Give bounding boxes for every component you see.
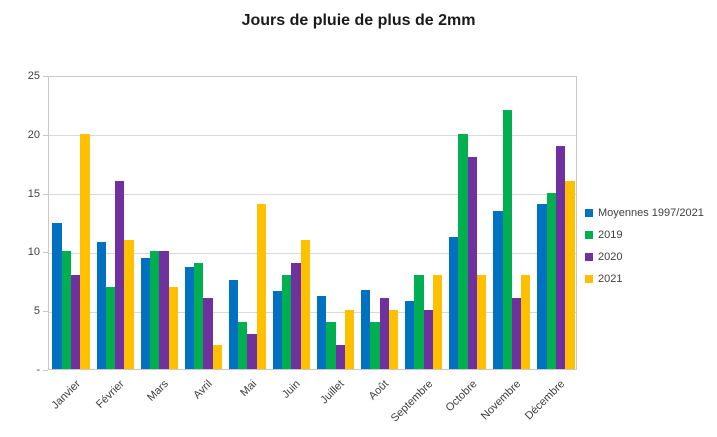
- bar: [326, 321, 336, 369]
- bar: [458, 133, 468, 369]
- y-axis-label: 20: [27, 128, 40, 141]
- bar: [105, 286, 116, 369]
- bar: [493, 211, 503, 369]
- legend-label: 2019: [598, 229, 623, 241]
- bar: [272, 291, 283, 369]
- y-axis-label: 15: [27, 187, 40, 200]
- x-axis-label: Août: [366, 378, 392, 403]
- bar: [247, 333, 257, 369]
- bar: [168, 286, 178, 369]
- legend-label: 2020: [598, 251, 623, 263]
- bar: [361, 290, 371, 369]
- gridline: [49, 311, 576, 313]
- bar: [423, 310, 433, 369]
- bar: [149, 251, 160, 369]
- y-axis-tick-mark: [43, 252, 48, 254]
- bar: [52, 223, 62, 369]
- y-axis-label: 5: [33, 305, 40, 318]
- gridline: [49, 252, 576, 254]
- bar: [228, 279, 239, 369]
- bar: [140, 258, 150, 369]
- bar: [477, 274, 487, 369]
- legend-swatch-icon: [585, 275, 593, 283]
- gridline: [49, 135, 576, 137]
- bar: [370, 321, 380, 369]
- bar: [565, 180, 575, 369]
- legend-item: 2020: [585, 251, 704, 263]
- bar: [511, 298, 522, 369]
- x-axis-label: Mai: [237, 378, 259, 400]
- legend: Moyennes 1997/2021 2019 2020 2021: [585, 207, 704, 295]
- y-axis-tick-mark: [43, 134, 48, 136]
- x-axis-label: Novembre: [478, 378, 524, 423]
- chart-title: Jours de pluie de plus de 2mm: [241, 12, 476, 29]
- legend-item: 2021: [585, 273, 704, 285]
- y-axis-tick-mark: [43, 193, 48, 195]
- legend-item: 2019: [585, 229, 704, 241]
- y-axis-label: -: [36, 364, 40, 376]
- bar: [555, 145, 566, 369]
- y-axis-label: 25: [27, 70, 40, 82]
- y-axis-tick-mark: [43, 311, 48, 313]
- x-axis-label: Décembre: [523, 378, 568, 423]
- bar: [502, 110, 512, 369]
- bar: [291, 263, 301, 369]
- bar: [344, 310, 355, 369]
- bar: [449, 237, 459, 369]
- bar: [388, 310, 399, 369]
- legend-swatch-icon: [585, 231, 593, 239]
- bar: [316, 296, 327, 369]
- bar: [193, 263, 204, 369]
- bar: [521, 274, 531, 369]
- bar: [80, 133, 90, 369]
- bar: [335, 345, 345, 369]
- plot-area: [48, 76, 577, 370]
- bar: [467, 157, 478, 369]
- bar: [124, 239, 134, 369]
- bar: [184, 266, 194, 369]
- bar: [203, 298, 213, 369]
- legend-label: Moyennes 1997/2021: [598, 207, 704, 219]
- bar: [546, 192, 556, 369]
- bar: [212, 345, 222, 369]
- x-axis-label: Septembre: [388, 378, 436, 425]
- x-axis-label: Janvier: [48, 378, 83, 412]
- x-axis-label: Avril: [191, 378, 215, 402]
- bar: [96, 242, 106, 369]
- x-axis-label: Juin: [280, 378, 303, 401]
- x-axis-label: Juillet: [318, 378, 348, 407]
- legend-label: 2021: [598, 273, 623, 285]
- bar: [61, 251, 72, 369]
- bar: [379, 298, 389, 369]
- y-axis-tick-mark: [43, 76, 48, 77]
- y-axis-tick-mark: [43, 370, 48, 371]
- bar: [282, 274, 292, 369]
- x-axis-label: Octobre: [443, 378, 480, 415]
- bar: [433, 274, 443, 369]
- bar: [414, 274, 424, 369]
- x-axis-label: Février: [93, 378, 127, 411]
- bar: [238, 321, 248, 369]
- bar: [115, 180, 125, 369]
- bar: [537, 204, 547, 369]
- gridline: [49, 194, 576, 196]
- bar: [159, 251, 169, 369]
- bar: [71, 274, 81, 369]
- x-axis-label: Mars: [144, 378, 171, 404]
- legend-swatch-icon: [585, 253, 593, 261]
- legend-item: Moyennes 1997/2021: [585, 207, 704, 219]
- y-axis-label: 10: [27, 246, 40, 259]
- bar: [405, 300, 415, 369]
- legend-swatch-icon: [585, 209, 593, 217]
- bar: [256, 204, 266, 369]
- bar: [300, 239, 311, 369]
